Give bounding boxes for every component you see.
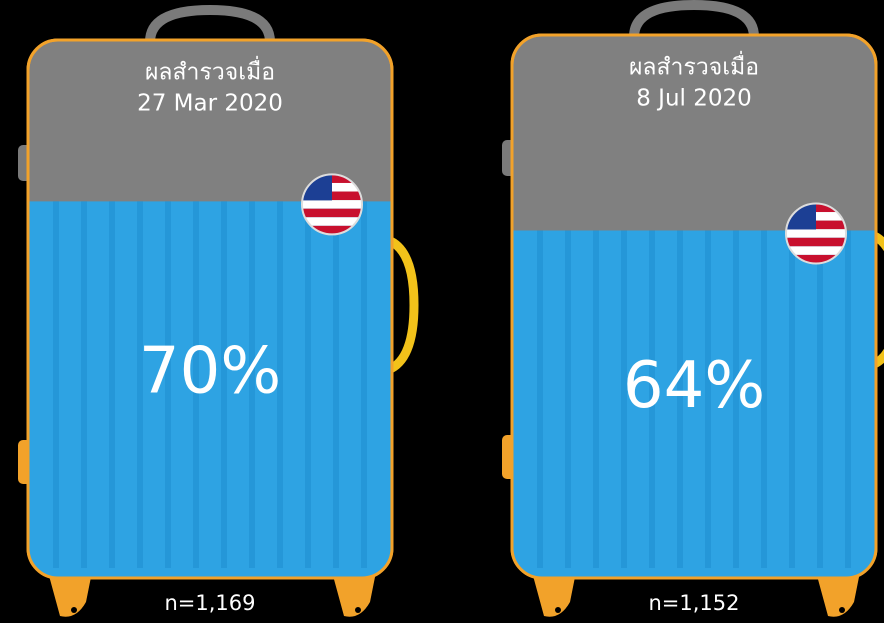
stripe: [817, 230, 823, 568]
wheel-dot: [71, 607, 77, 613]
value-label: 64%: [623, 349, 765, 423]
stripe: [305, 201, 311, 568]
stripe: [333, 201, 339, 568]
subtitle: 8 Jul 2020: [636, 86, 752, 112]
wheel-dot: [839, 607, 845, 613]
stripe: [565, 230, 571, 568]
stripe: [361, 201, 367, 568]
stripe: [81, 201, 87, 568]
stripe: [845, 230, 851, 568]
note: n=1,169: [164, 591, 255, 615]
wheel-dot: [555, 607, 561, 613]
value-label: 70%: [139, 334, 281, 408]
stripe: [789, 230, 795, 568]
stripe: [109, 201, 115, 568]
note: n=1,152: [648, 591, 739, 615]
chart: ผลสำรวจเมื่อ 27 Mar 2020 70% n=1,169 ผลสำรวจ…: [0, 0, 884, 623]
flag-stripe: [786, 238, 846, 247]
title: ผลสำรวจเมื่อ: [145, 56, 275, 86]
subtitle: 27 Mar 2020: [137, 91, 283, 117]
title: ผลสำรวจเมื่อ: [629, 51, 759, 81]
stripe: [53, 201, 59, 568]
flag-stripe: [302, 209, 362, 218]
flag-stripe: [302, 200, 362, 209]
stripe: [593, 230, 599, 568]
wheel-dot: [355, 607, 361, 613]
flag-stripe: [786, 229, 846, 238]
stripe: [537, 230, 543, 568]
